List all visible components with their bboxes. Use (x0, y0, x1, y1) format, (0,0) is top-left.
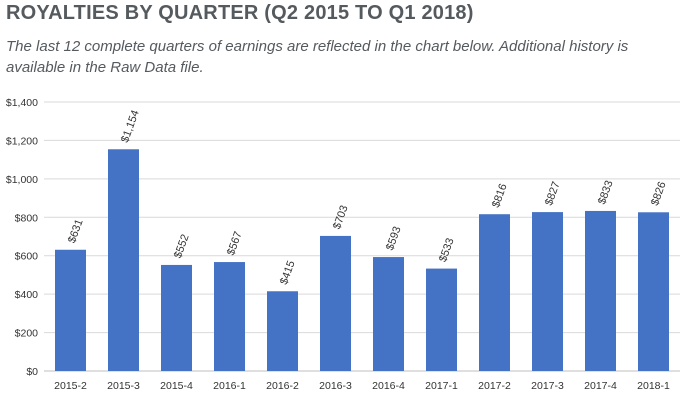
y-tick-label: $800 (15, 212, 39, 224)
y-tick-label: $1,200 (6, 135, 38, 147)
bar (161, 264, 192, 371)
bar (214, 262, 245, 371)
bar (479, 214, 510, 371)
x-tick-label: 2017-4 (584, 380, 617, 392)
data-label: $833 (596, 179, 616, 206)
y-tick-label: $600 (15, 251, 39, 263)
data-label: $567 (225, 230, 245, 257)
data-label: $593 (384, 225, 404, 252)
x-tick-label: 2017-2 (478, 380, 511, 392)
x-tick-label: 2016-1 (213, 380, 246, 392)
bar (320, 235, 351, 371)
bar (267, 291, 298, 371)
data-label: $631 (66, 218, 86, 245)
data-label: $533 (437, 237, 457, 264)
data-label: $1,154 (119, 109, 142, 145)
x-tick-label: 2016-3 (319, 380, 352, 392)
bar (585, 210, 616, 371)
data-label: $827 (543, 180, 563, 207)
chart-description: The last 12 complete quarters of earning… (6, 38, 629, 76)
x-tick-label: 2015-2 (54, 380, 87, 392)
x-tick-label: 2016-4 (372, 380, 405, 392)
bar (532, 212, 563, 371)
bar (638, 212, 669, 371)
data-label: $415 (278, 259, 298, 286)
bar (426, 268, 457, 371)
bar (108, 149, 139, 371)
x-tick-label: 2015-4 (160, 380, 193, 392)
x-tick-label: 2015-3 (107, 380, 140, 392)
x-tick-label: 2018-1 (637, 380, 670, 392)
x-tick-label: 2017-3 (531, 380, 564, 392)
x-tick-label: 2017-1 (425, 380, 458, 392)
bar (373, 257, 404, 371)
data-label: $816 (490, 182, 510, 209)
x-tick-label: 2016-2 (266, 380, 299, 392)
y-tick-label: $400 (15, 289, 39, 301)
y-tick-label: $1,400 (6, 97, 38, 109)
y-tick-label: $200 (15, 328, 39, 340)
bar (55, 249, 86, 371)
y-tick-label: $0 (26, 366, 38, 378)
data-label: $826 (649, 180, 669, 207)
chart-heading: ROYALTIES BY QUARTER (Q2 2015 TO Q1 2018… (6, 2, 474, 24)
y-tick-label: $1,000 (6, 174, 38, 186)
